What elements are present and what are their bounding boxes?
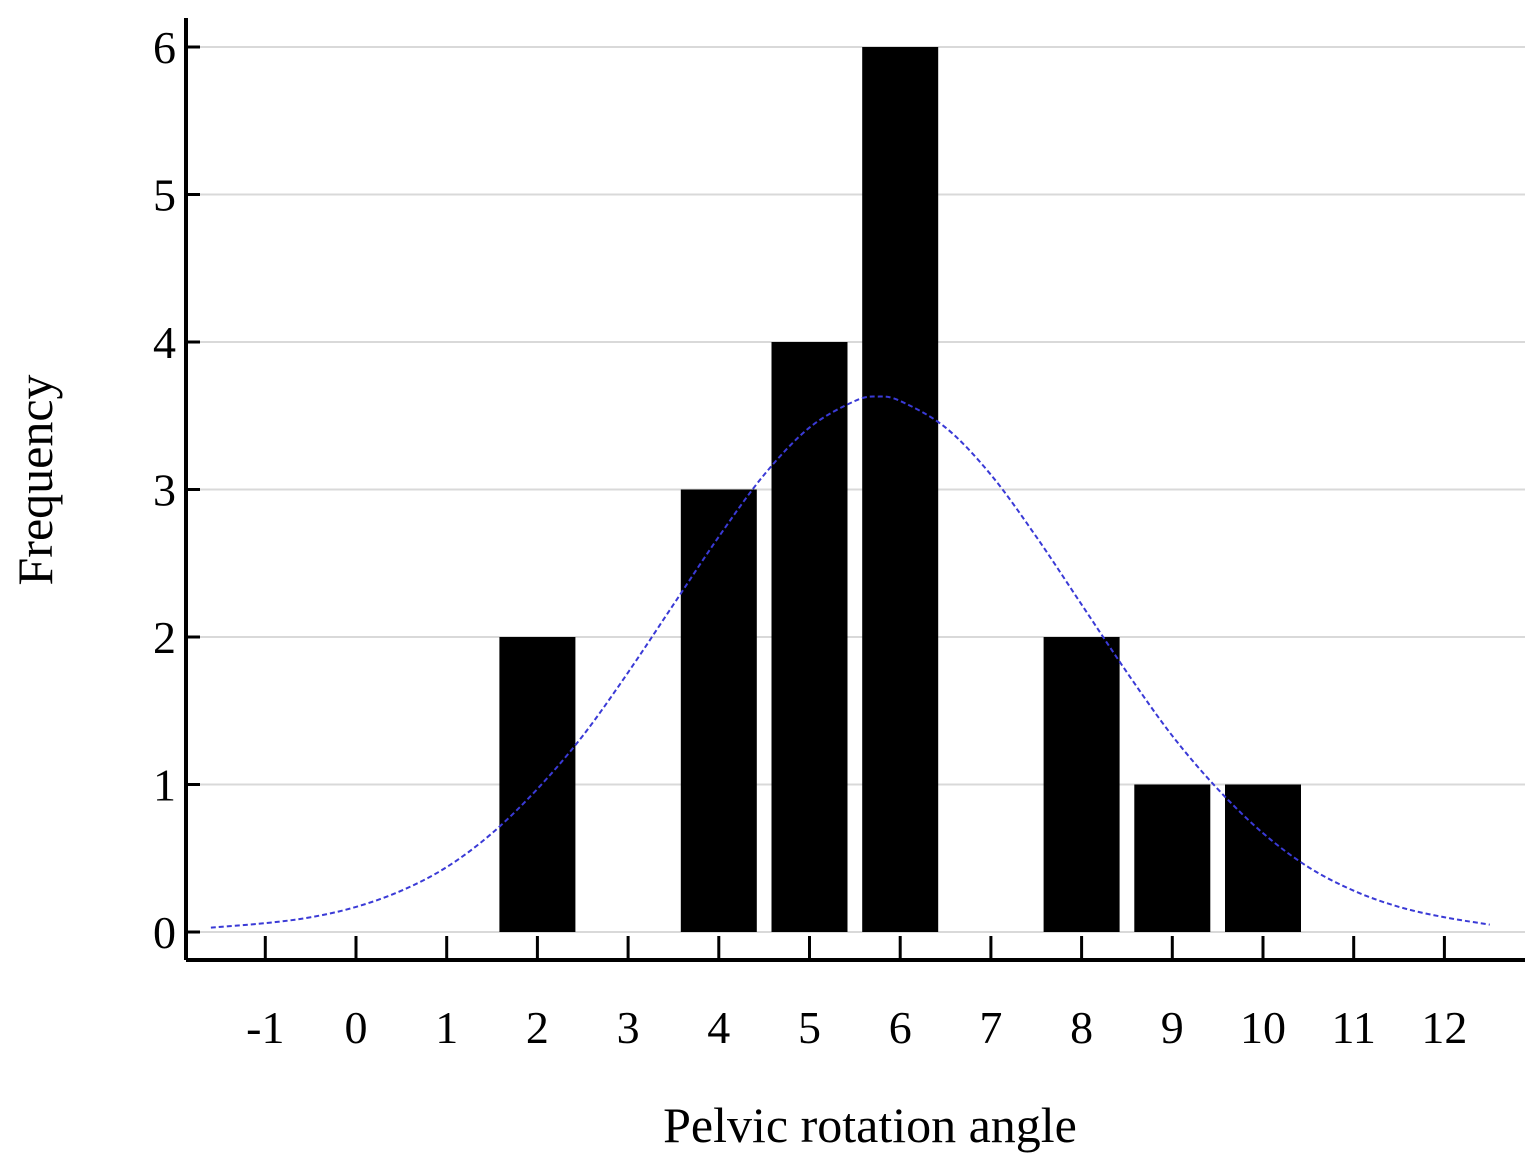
x-tick-label-12: 12 (1421, 1002, 1467, 1053)
y-tick-label-1: 1 (153, 760, 176, 811)
bar-8 (1043, 637, 1120, 932)
x-tick-label-4: 4 (707, 1002, 730, 1053)
y-tick-label-3: 3 (153, 465, 176, 516)
y-tick-label-5: 5 (153, 170, 176, 221)
x-tick-label-9: 9 (1161, 1002, 1184, 1053)
x-tick-label-1: 1 (435, 1002, 458, 1053)
bar-9 (1134, 784, 1211, 932)
y-tick-label-6: 6 (153, 22, 176, 73)
y-tick-label-4: 4 (153, 317, 176, 368)
x-tick-label--1: -1 (246, 1002, 284, 1053)
x-axis-title: Pelvic rotation angle (663, 1097, 1077, 1153)
bar-5 (771, 342, 848, 932)
y-tick-label-2: 2 (153, 612, 176, 663)
x-tick-label-3: 3 (617, 1002, 640, 1053)
normal-curve (210, 395, 1490, 929)
bars (499, 47, 1301, 932)
y-axis-title: Frequency (7, 374, 63, 585)
gridlines (186, 46, 1525, 933)
bar-10 (1225, 784, 1301, 932)
x-tick-label-0: 0 (345, 1002, 368, 1053)
x-tick-label-2: 2 (526, 1002, 549, 1053)
x-tick-label-8: 8 (1070, 1002, 1093, 1053)
normal-curve-line (210, 395, 1490, 929)
x-tick-label-7: 7 (979, 1002, 1002, 1053)
x-tick-label-11: 11 (1332, 1002, 1376, 1053)
axes (184, 18, 1525, 962)
y-tick-label-0: 0 (153, 907, 176, 958)
x-tick-label-5: 5 (798, 1002, 821, 1053)
bar-2 (499, 637, 576, 932)
x-tick-label-10: 10 (1240, 1002, 1286, 1053)
bar-4 (680, 489, 757, 932)
x-tick-label-6: 6 (889, 1002, 912, 1053)
bar-6 (862, 47, 939, 932)
